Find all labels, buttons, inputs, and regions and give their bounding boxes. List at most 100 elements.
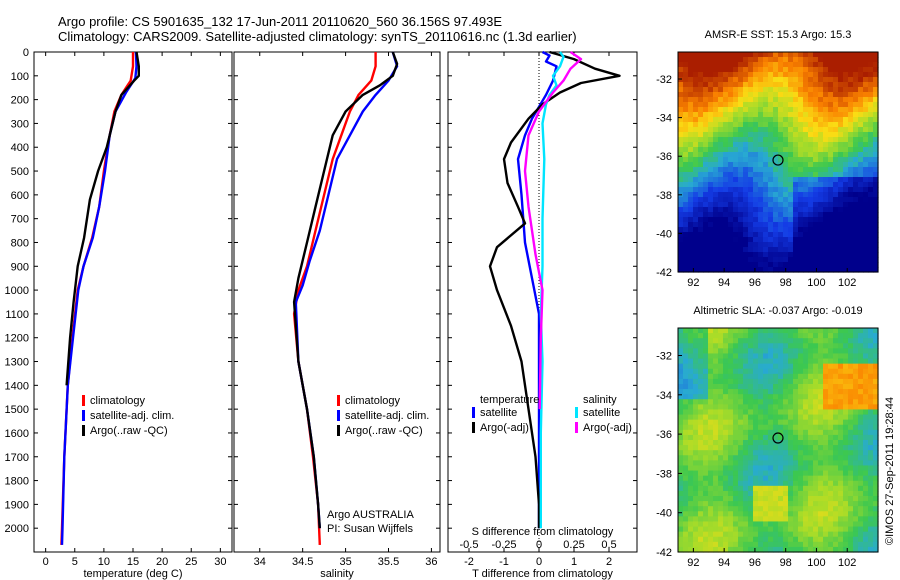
sla-map-cell: [683, 480, 689, 487]
sst-map-cell: [828, 232, 834, 238]
sst-map-cell: [823, 167, 829, 173]
sla-map-cell: [863, 368, 869, 375]
sst-map-cell: [688, 197, 694, 203]
sst-map-cell: [683, 197, 689, 203]
sst-map-cell: [728, 207, 734, 213]
sst-map-cell: [828, 227, 834, 233]
sla-map-cell: [798, 358, 804, 365]
sla-map-cell: [728, 399, 734, 405]
sla-map-cell: [853, 465, 859, 472]
sst-map-cell: [838, 92, 844, 98]
sst-map-cell: [743, 167, 749, 173]
depth-tick-label: 200: [11, 95, 29, 107]
sla-map-cell: [698, 378, 704, 385]
sla-map-cell: [773, 399, 779, 405]
sst-map-cell: [768, 87, 774, 93]
sst-map-cell: [693, 137, 699, 143]
sst-map-cell: [788, 267, 794, 273]
sst-map-cell: [803, 162, 809, 168]
sla-map-cell: [753, 333, 759, 339]
sla-map-cell: [728, 531, 734, 538]
sla-map-cell: [793, 338, 799, 344]
sla-map-cell: [713, 373, 719, 380]
sla-map-cell: [768, 399, 774, 405]
sla-map-cell: [823, 399, 829, 405]
sla-map-cell: [813, 434, 819, 441]
sla-map-cell: [698, 409, 704, 416]
sla-map-cell: [853, 353, 859, 360]
sla-map-cell: [688, 424, 694, 431]
sst-map-cell: [733, 57, 739, 63]
sla-map-cell: [763, 338, 769, 344]
sst-map-cell: [778, 67, 784, 73]
sla-map-cell: [828, 419, 834, 426]
sst-map-cell: [823, 192, 829, 198]
sst-map-cell: [688, 87, 694, 93]
sla-map-cell: [693, 450, 699, 456]
sla-map-cell: [793, 460, 799, 467]
sla-map-cell: [838, 429, 844, 436]
sla-map-cell: [733, 490, 739, 497]
sst-map-cell: [753, 117, 759, 123]
sla-map-cell: [813, 414, 819, 421]
sla-map-cell: [778, 521, 784, 528]
sla-map-cell: [708, 343, 714, 349]
sla-map-cell: [733, 450, 739, 456]
sla-map-cell: [728, 424, 734, 431]
sst-map-cell: [768, 147, 774, 153]
sla-map-cell: [708, 455, 714, 461]
sla-map-cell: [733, 434, 739, 441]
sla-map-cell: [758, 368, 764, 375]
sla-map-cell: [698, 455, 704, 461]
sst-map-cell: [818, 242, 824, 248]
sla-map-cell: [713, 440, 719, 446]
sla-map-cell: [678, 480, 684, 487]
sla-map-cell: [818, 516, 824, 523]
sla-map-cell: [863, 496, 869, 502]
sst-map-cell: [868, 207, 874, 213]
sst-map-cell: [728, 267, 734, 273]
sst-map: AMSR-E SST: 15.3 Argo: 15.392 94 96 98 100 10…: [656, 29, 879, 289]
sst-map-cell: [768, 207, 774, 213]
sst-map-cell: [748, 172, 754, 178]
sla-map-cell: [783, 434, 789, 441]
sst-map-cell: [688, 152, 694, 158]
sst-map-cell: [788, 257, 794, 263]
sla-map-cell: [738, 440, 744, 446]
sst-map-cell: [683, 57, 689, 63]
sst-map-cell: [753, 72, 759, 78]
sla-map-cell: [828, 353, 834, 360]
sla-map-cell: [813, 343, 819, 349]
sla-map-cell: [778, 424, 784, 431]
sst-map-cell: [833, 167, 839, 173]
sst-map-cell: [798, 162, 804, 168]
sst-map-cell: [723, 92, 729, 98]
sst-map-cell: [748, 92, 754, 98]
sla-map-cell: [703, 434, 709, 441]
sst-map-cell: [818, 147, 824, 153]
sla-map-cell: [728, 485, 734, 492]
sla-map-cell: [713, 414, 719, 421]
sst-map-cell: [788, 147, 794, 153]
sst-map-cell: [718, 162, 724, 168]
sst-map-cell: [773, 52, 779, 58]
sst-map-cell: [778, 152, 784, 158]
sst-map-cell: [873, 132, 879, 138]
sla-map-cell: [738, 445, 744, 451]
sla-map-cell: [833, 546, 839, 553]
sst-map-cell: [798, 102, 804, 108]
sst-map-cell: [843, 252, 849, 258]
sla-map-cell: [718, 429, 724, 436]
sla-map-cell: [843, 501, 849, 507]
sla-map-cell: [798, 363, 804, 370]
sst-map-cell: [873, 237, 879, 243]
sst-map-cell: [858, 262, 864, 268]
sst-map-cell: [848, 87, 854, 93]
sst-map-cell: [763, 177, 769, 183]
sst-map-cell: [843, 82, 849, 88]
sst-map-cell: [833, 212, 839, 218]
sla-map-cell: [853, 368, 859, 375]
sla-map-cell: [748, 450, 754, 456]
sla-map-cell: [813, 445, 819, 451]
sla-map-cell: [708, 363, 714, 370]
